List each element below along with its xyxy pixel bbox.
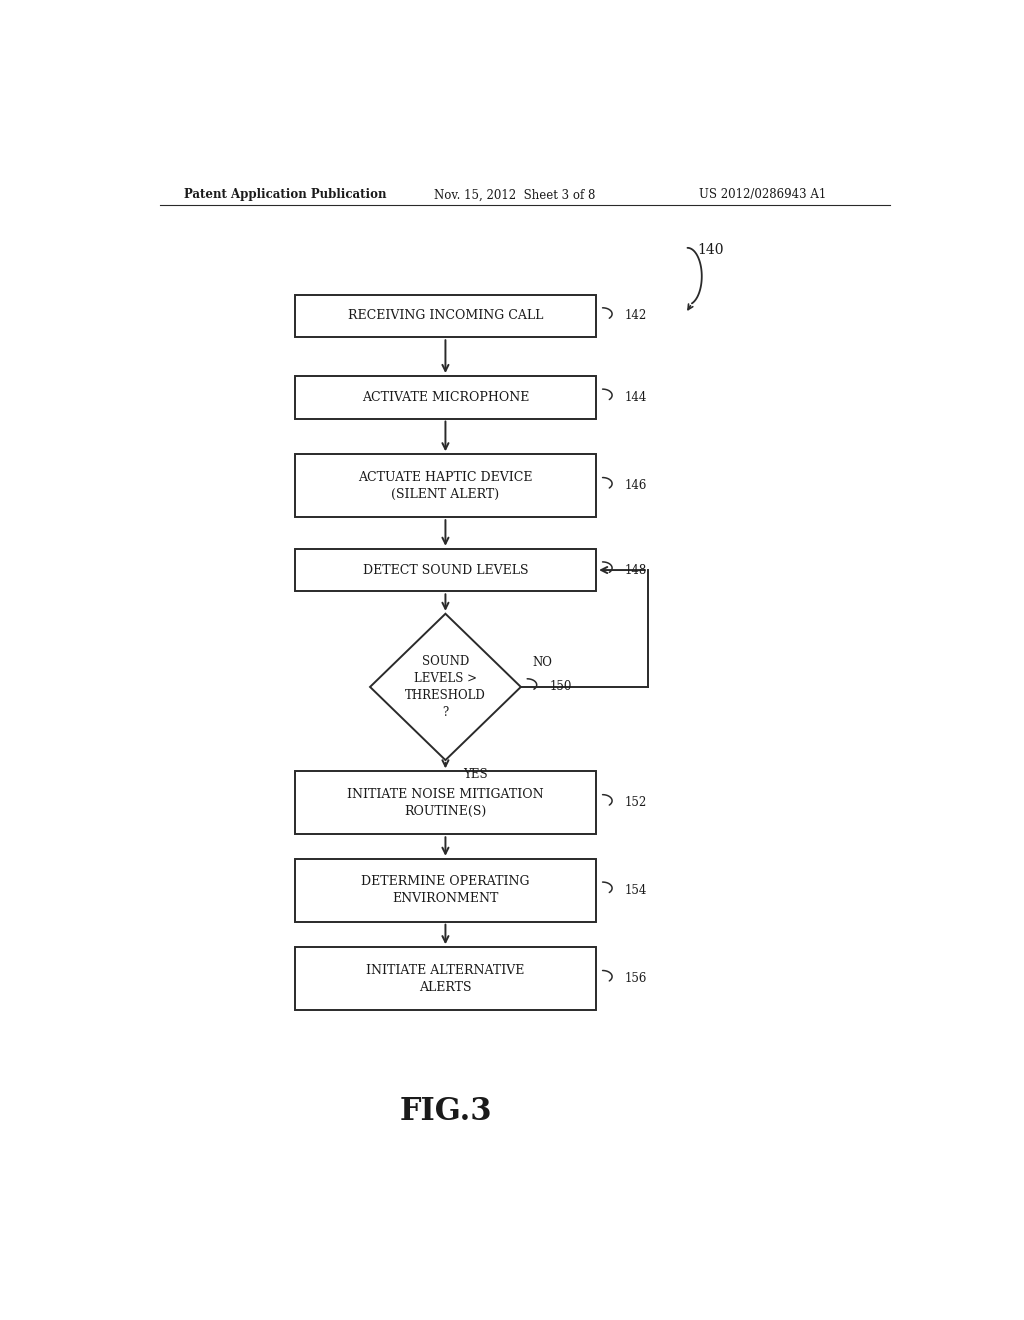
Polygon shape bbox=[370, 614, 521, 760]
Text: 148: 148 bbox=[625, 564, 647, 577]
Text: NO: NO bbox=[532, 656, 553, 669]
Text: FIG.3: FIG.3 bbox=[399, 1097, 492, 1127]
Text: 146: 146 bbox=[625, 479, 647, 492]
FancyBboxPatch shape bbox=[295, 376, 596, 418]
FancyBboxPatch shape bbox=[295, 948, 596, 1010]
Text: Patent Application Publication: Patent Application Publication bbox=[183, 189, 386, 202]
Text: INITIATE NOISE MITIGATION
ROUTINE(S): INITIATE NOISE MITIGATION ROUTINE(S) bbox=[347, 788, 544, 818]
Text: 144: 144 bbox=[625, 391, 647, 404]
Text: 152: 152 bbox=[625, 796, 647, 809]
Text: US 2012/0286943 A1: US 2012/0286943 A1 bbox=[699, 189, 826, 202]
Text: Nov. 15, 2012  Sheet 3 of 8: Nov. 15, 2012 Sheet 3 of 8 bbox=[433, 189, 595, 202]
Text: INITIATE ALTERNATIVE
ALERTS: INITIATE ALTERNATIVE ALERTS bbox=[367, 964, 524, 994]
Text: 150: 150 bbox=[550, 680, 571, 693]
Text: DETERMINE OPERATING
ENVIRONMENT: DETERMINE OPERATING ENVIRONMENT bbox=[361, 875, 529, 906]
Text: SOUND
LEVELS >
THRESHOLD
?: SOUND LEVELS > THRESHOLD ? bbox=[406, 655, 485, 719]
Text: RECEIVING INCOMING CALL: RECEIVING INCOMING CALL bbox=[348, 309, 543, 322]
Text: ACTUATE HAPTIC DEVICE
(SILENT ALERT): ACTUATE HAPTIC DEVICE (SILENT ALERT) bbox=[358, 471, 532, 500]
Text: 140: 140 bbox=[697, 243, 724, 257]
Text: YES: YES bbox=[463, 768, 487, 781]
Text: 142: 142 bbox=[625, 309, 647, 322]
Text: 156: 156 bbox=[625, 972, 647, 985]
Text: 154: 154 bbox=[625, 883, 647, 896]
FancyBboxPatch shape bbox=[295, 549, 596, 591]
FancyBboxPatch shape bbox=[295, 771, 596, 834]
Text: ACTIVATE MICROPHONE: ACTIVATE MICROPHONE bbox=[361, 391, 529, 404]
FancyBboxPatch shape bbox=[295, 294, 596, 338]
Text: DETECT SOUND LEVELS: DETECT SOUND LEVELS bbox=[362, 564, 528, 577]
FancyBboxPatch shape bbox=[295, 454, 596, 517]
FancyBboxPatch shape bbox=[295, 859, 596, 921]
